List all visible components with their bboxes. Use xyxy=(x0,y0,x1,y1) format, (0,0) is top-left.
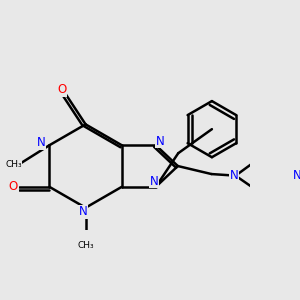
Text: N: N xyxy=(155,135,164,148)
Text: CH₃: CH₃ xyxy=(77,241,94,250)
Text: O: O xyxy=(9,180,18,194)
Text: N: N xyxy=(293,169,300,182)
Text: N: N xyxy=(230,169,238,182)
Text: N: N xyxy=(150,175,158,188)
Text: N: N xyxy=(79,205,88,218)
Text: CH₃: CH₃ xyxy=(5,160,22,169)
Text: O: O xyxy=(57,83,66,96)
Text: N: N xyxy=(37,136,46,149)
